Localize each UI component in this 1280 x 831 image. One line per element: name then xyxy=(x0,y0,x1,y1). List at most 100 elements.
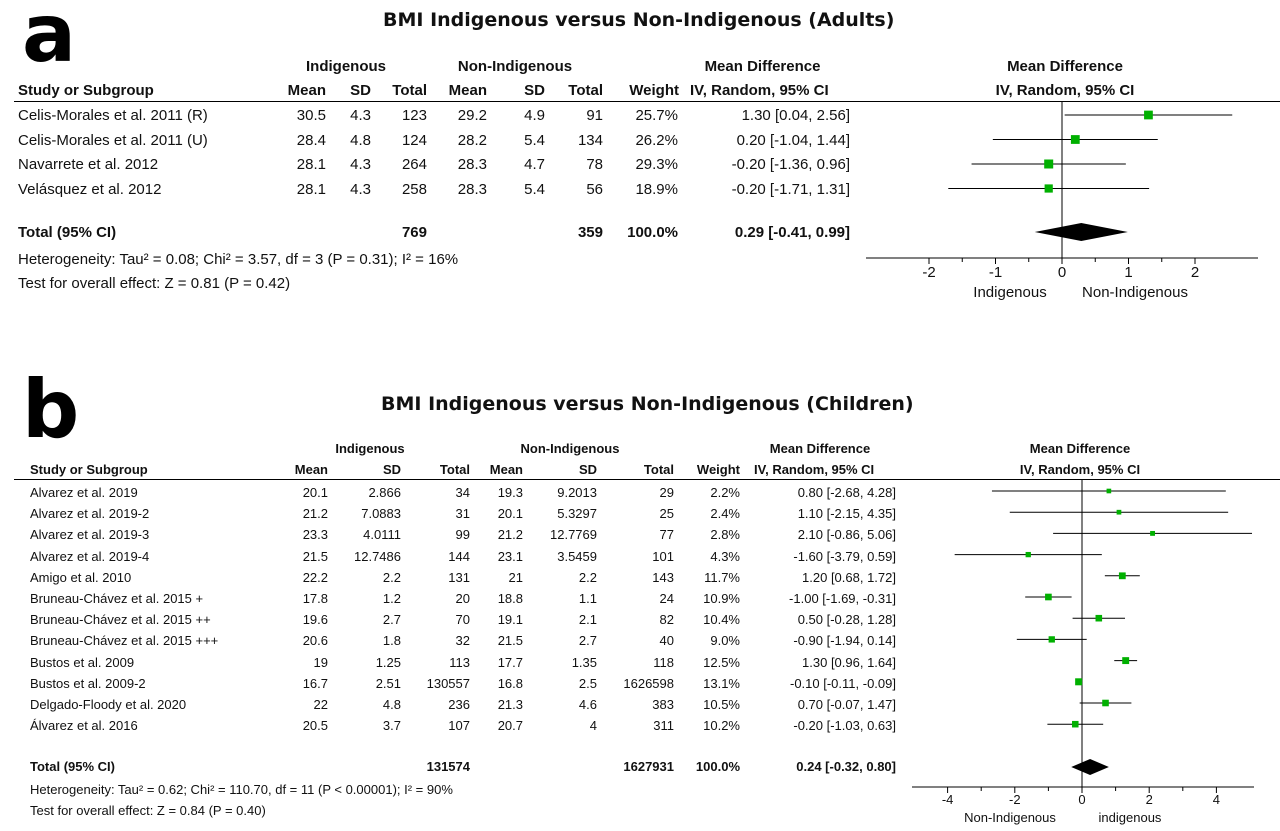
indigenous-sd: 2.2 xyxy=(382,569,401,585)
study-name: Amigo et al. 2010 xyxy=(30,569,132,585)
total-column-header: Total xyxy=(568,82,603,99)
indigenous-total: 113 xyxy=(449,654,470,670)
plot-subheader: IV, Random, 95% CI xyxy=(995,82,1135,99)
study-ci: -1.00 [-1.69, -0.31] xyxy=(789,591,896,606)
study-name: Navarrete et al. 2012 xyxy=(18,156,159,173)
study-weight: 2.4% xyxy=(710,506,740,522)
axis-left-label: Indigenous xyxy=(973,284,1047,301)
study-column-header: Study or Subgroup xyxy=(18,82,154,99)
study-ci: 0.20 [-1.04, 1.44] xyxy=(736,131,850,149)
non-indigenous-mean: 28.3 xyxy=(457,156,487,173)
indigenous-mean: 23.3 xyxy=(302,527,328,543)
x-tick-label: 0 xyxy=(1058,264,1066,281)
study-weight: 4.3% xyxy=(710,548,740,564)
x-tick-label: -4 xyxy=(942,792,954,807)
non-indigenous-sd: 2.7 xyxy=(578,633,597,649)
heterogeneity-text: Heterogeneity: Tau² = 0.62; Chi² = 110.7… xyxy=(30,782,453,797)
study-ci: 1.20 [0.68, 1.72] xyxy=(802,569,896,585)
panel-letter-b: b xyxy=(22,363,80,456)
study-marker xyxy=(1044,184,1053,193)
study-weight: 11.7% xyxy=(704,569,740,585)
study-name: Bustos et al. 2009 xyxy=(30,654,135,670)
mean-difference-subheader: IV, Random, 95% CI xyxy=(754,462,875,477)
study-ci: -0.20 [-1.71, 1.31] xyxy=(731,180,850,198)
study-marker xyxy=(1106,488,1112,494)
indigenous-sd: 4.3 xyxy=(350,180,371,198)
indigenous-sd: 2.866 xyxy=(368,485,401,500)
non-indigenous-total: 29 xyxy=(659,485,674,500)
non-indigenous-total: 56 xyxy=(586,180,603,198)
indigenous-mean: 17.8 xyxy=(302,591,328,606)
non-indigenous-sd: 5.3297 xyxy=(557,506,597,522)
non-indigenous-group-header: Non-Indigenous xyxy=(457,58,573,75)
study-name: Alvarez et al. 2019 xyxy=(30,485,138,500)
indigenous-total: 264 xyxy=(401,156,427,173)
study-name: Velásquez et al. 2012 xyxy=(18,180,162,198)
x-tick-label: 0 xyxy=(1078,792,1085,807)
indigenous-sd: 12.7486 xyxy=(354,548,401,564)
study-marker xyxy=(1070,135,1080,144)
study-name: Bruneau-Chávez et al. 2015 +++ xyxy=(30,633,219,649)
study-weight: 29.3% xyxy=(635,156,678,173)
panel-a-forest-plot: -2 -1 0 1 2 xyxy=(866,102,1258,281)
study-column-header: Study or Subgroup xyxy=(30,462,148,477)
pooled-diamond xyxy=(1034,223,1128,241)
non-indigenous-sd: 12.7769 xyxy=(550,527,597,543)
indigenous-sd: 1.25 xyxy=(375,654,401,670)
total-weight: 100.0% xyxy=(695,759,740,774)
study-weight: 10.5% xyxy=(703,697,740,712)
mean-difference-header: Mean Difference xyxy=(704,58,821,75)
non-indigenous-mean: 20.1 xyxy=(497,506,523,522)
non-indigenous-sd: 2.1 xyxy=(578,612,597,628)
indigenous-total: 236 xyxy=(448,697,470,712)
x-tick-label: -2 xyxy=(922,264,935,281)
non-indigenous-sd: 4.7 xyxy=(524,156,545,173)
indigenous-mean: 22 xyxy=(313,697,328,712)
study-ci: -0.10 [-0.11, -0.09] xyxy=(790,675,896,691)
non-indigenous-total: 24 xyxy=(659,591,674,606)
non-indigenous-total: 134 xyxy=(577,131,603,149)
non-indigenous-sd: 5.4 xyxy=(524,131,545,149)
x-tick-label: -2 xyxy=(1009,792,1021,807)
non-indigenous-sd: 4 xyxy=(589,718,597,734)
non-indigenous-mean: 21 xyxy=(508,569,523,585)
non-indigenous-sd: 1.35 xyxy=(571,654,597,670)
indigenous-mean: 16.7 xyxy=(302,675,328,691)
study-marker xyxy=(1025,551,1031,558)
non-indigenous-total: 82 xyxy=(659,612,674,628)
axis-right-label: indigenous xyxy=(1098,810,1162,825)
non-indigenous-mean: 28.3 xyxy=(457,180,487,198)
non-indigenous-mean: 21.3 xyxy=(497,697,523,712)
indigenous-group-header: Indigenous xyxy=(306,58,386,75)
study-marker xyxy=(1116,509,1122,515)
non-indigenous-total: 77 xyxy=(659,527,674,543)
study-weight: 18.9% xyxy=(635,180,678,198)
study-marker xyxy=(1118,572,1126,580)
indigenous-mean: 20.5 xyxy=(302,718,328,734)
indigenous-mean: 20.1 xyxy=(302,485,328,500)
indigenous-total: 99 xyxy=(455,527,470,543)
axis-left-label: Non-Indigenous xyxy=(964,810,1056,825)
study-weight: 2.8% xyxy=(710,527,740,543)
indigenous-total: 20 xyxy=(455,591,470,606)
total-label: Total (95% CI) xyxy=(30,759,115,774)
non-indigenous-sd: 1.1 xyxy=(578,591,597,606)
study-name: Álvarez et al. 2016 xyxy=(30,718,138,734)
non-indigenous-mean: 19.1 xyxy=(497,612,523,628)
non-indigenous-mean: 29.2 xyxy=(457,107,487,124)
axis-right-label: Non-Indigenous xyxy=(1082,284,1188,301)
non-indigenous-total: 143 xyxy=(652,569,674,585)
panel-a-title: BMI Indigenous versus Non-Indigenous (Ad… xyxy=(383,9,895,31)
indigenous-sd: 4.8 xyxy=(350,131,371,149)
study-ci: 0.50 [-0.28, 1.28] xyxy=(797,612,896,628)
non-indigenous-sd: 5.4 xyxy=(524,180,545,198)
indigenous-mean: 22.2 xyxy=(302,569,328,585)
non-indigenous-total: 78 xyxy=(586,156,603,173)
mean-difference-subheader: IV, Random, 95% CI xyxy=(690,82,829,99)
weight-column-header: Weight xyxy=(696,462,740,477)
header-rule xyxy=(14,101,1280,102)
indigenous-mean: 30.5 xyxy=(296,107,326,124)
indigenous-total: 107 xyxy=(448,718,470,734)
study-marker xyxy=(1144,110,1153,120)
non-indigenous-total: 383 xyxy=(652,697,674,712)
